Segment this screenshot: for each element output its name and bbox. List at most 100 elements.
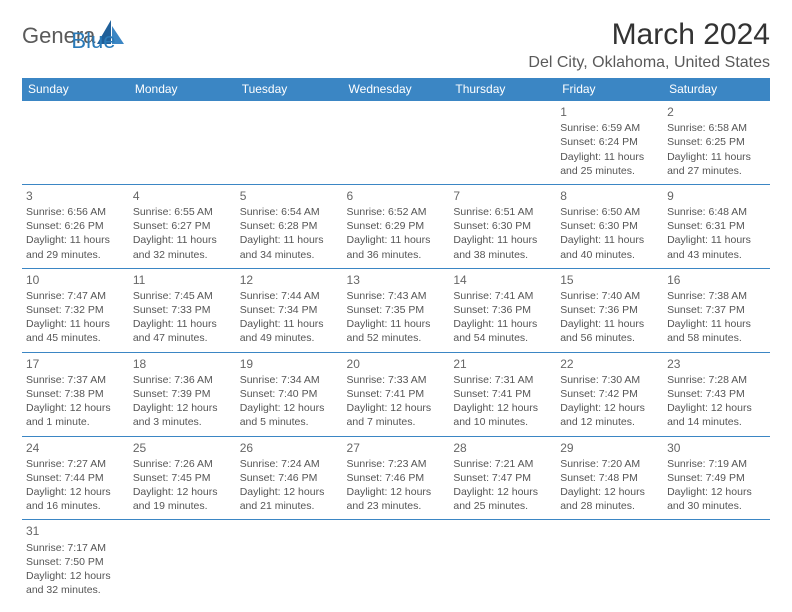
day-number: 16 xyxy=(667,272,766,288)
day-info-line: Sunrise: 6:50 AM xyxy=(560,205,659,219)
day-info-line: Daylight: 11 hours xyxy=(26,233,125,247)
day-info-line: Sunset: 6:26 PM xyxy=(26,219,125,233)
calendar-day: 1Sunrise: 6:59 AMSunset: 6:24 PMDaylight… xyxy=(556,101,663,185)
day-info-line: Sunrise: 7:44 AM xyxy=(240,289,339,303)
calendar-day-empty xyxy=(343,101,450,185)
day-info-line: Daylight: 12 hours xyxy=(667,485,766,499)
day-info-line: and 32 minutes. xyxy=(133,248,232,262)
header: Genera Blue March 2024 Del City, Oklahom… xyxy=(22,18,770,72)
day-number: 4 xyxy=(133,188,232,204)
day-number: 20 xyxy=(347,356,446,372)
day-number: 22 xyxy=(560,356,659,372)
calendar-day: 25Sunrise: 7:26 AMSunset: 7:45 PMDayligh… xyxy=(129,436,236,520)
day-info-line: and 38 minutes. xyxy=(453,248,552,262)
logo-text-blue: Blue xyxy=(71,28,115,54)
day-info-line: Daylight: 11 hours xyxy=(453,317,552,331)
day-info-line: Daylight: 11 hours xyxy=(667,150,766,164)
day-info-line: and 43 minutes. xyxy=(667,248,766,262)
calendar-week: 10Sunrise: 7:47 AMSunset: 7:32 PMDayligh… xyxy=(22,268,770,352)
day-number: 14 xyxy=(453,272,552,288)
calendar-day: 20Sunrise: 7:33 AMSunset: 7:41 PMDayligh… xyxy=(343,352,450,436)
day-info-line: Daylight: 11 hours xyxy=(240,317,339,331)
calendar-week: 24Sunrise: 7:27 AMSunset: 7:44 PM Dayligh… xyxy=(22,436,770,520)
day-info-line: Daylight: 11 hours xyxy=(667,317,766,331)
day-info-line: Sunset: 7:40 PM xyxy=(240,387,339,401)
day-info-line: Sunset: 6:24 PM xyxy=(560,135,659,149)
day-info-line: Daylight: 11 hours xyxy=(347,317,446,331)
day-info-line: and 49 minutes. xyxy=(240,331,339,345)
calendar-day-empty xyxy=(129,520,236,603)
day-info-line: Daylight: 11 hours xyxy=(240,233,339,247)
day-info-line: and 34 minutes. xyxy=(240,248,339,262)
day-info-line: Daylight: 11 hours xyxy=(560,150,659,164)
day-number: 3 xyxy=(26,188,125,204)
calendar-day-empty xyxy=(236,101,343,185)
day-info-line: and 7 minutes. xyxy=(347,415,446,429)
day-info-line: Daylight: 11 hours xyxy=(560,233,659,247)
day-info-line: Sunset: 7:47 PM xyxy=(453,471,552,485)
day-info-line: Sunrise: 7:41 AM xyxy=(453,289,552,303)
day-info-line: Sunset: 6:31 PM xyxy=(667,219,766,233)
day-number: 31 xyxy=(26,523,125,539)
day-info-line: Daylight: 12 hours xyxy=(453,401,552,415)
day-number: 24 xyxy=(26,440,125,456)
day-number: 29 xyxy=(560,440,659,456)
day-number: 8 xyxy=(560,188,659,204)
day-number: 26 xyxy=(240,440,339,456)
calendar-day: 2Sunrise: 6:58 AMSunset: 6:25 PMDaylight… xyxy=(663,101,770,185)
day-header: Thursday xyxy=(449,78,556,101)
day-info-line: Daylight: 12 hours xyxy=(453,485,552,499)
calendar-table: Sunday Monday Tuesday Wednesday Thursday… xyxy=(22,78,770,603)
day-info-line: Sunset: 7:44 PM xyxy=(26,471,125,485)
day-info-line: Sunrise: 6:48 AM xyxy=(667,205,766,219)
day-info-line: Sunrise: 7:34 AM xyxy=(240,373,339,387)
calendar-day-empty xyxy=(343,520,450,603)
calendar-day: 14Sunrise: 7:41 AMSunset: 7:36 PMDayligh… xyxy=(449,268,556,352)
day-info-line: Sunset: 7:42 PM xyxy=(560,387,659,401)
day-info-line: and 21 minutes. xyxy=(240,499,339,513)
day-info-line: Sunset: 6:30 PM xyxy=(560,219,659,233)
day-info-line: Sunset: 7:32 PM xyxy=(26,303,125,317)
calendar-day: 7Sunrise: 6:51 AMSunset: 6:30 PMDaylight… xyxy=(449,184,556,268)
day-info-line: Sunset: 7:33 PM xyxy=(133,303,232,317)
day-info-line: and 27 minutes. xyxy=(667,164,766,178)
calendar-day: 16Sunrise: 7:38 AMSunset: 7:37 PMDayligh… xyxy=(663,268,770,352)
day-info-line: Sunrise: 6:59 AM xyxy=(560,121,659,135)
day-info-line: and 3 minutes. xyxy=(133,415,232,429)
day-info-line: Sunrise: 7:47 AM xyxy=(26,289,125,303)
day-info-line: and 25 minutes. xyxy=(560,164,659,178)
day-info-line: Sunrise: 6:56 AM xyxy=(26,205,125,219)
day-header-row: Sunday Monday Tuesday Wednesday Thursday… xyxy=(22,78,770,101)
day-number: 25 xyxy=(133,440,232,456)
day-number: 19 xyxy=(240,356,339,372)
month-title: March 2024 xyxy=(528,18,770,52)
day-info-line: Sunset: 7:45 PM xyxy=(133,471,232,485)
calendar-day: 21Sunrise: 7:31 AMSunset: 7:41 PMDayligh… xyxy=(449,352,556,436)
day-info-line: Sunrise: 7:30 AM xyxy=(560,373,659,387)
day-info-line: and 40 minutes. xyxy=(560,248,659,262)
day-info-line: Sunset: 7:38 PM xyxy=(26,387,125,401)
day-info-line: Sunrise: 7:27 AM xyxy=(26,457,125,471)
day-info-line: Sunset: 7:35 PM xyxy=(347,303,446,317)
day-info-line: Sunset: 7:41 PM xyxy=(453,387,552,401)
day-info-line: and 54 minutes. xyxy=(453,331,552,345)
calendar-day: 19Sunrise: 7:34 AMSunset: 7:40 PMDayligh… xyxy=(236,352,343,436)
day-info-line: and 32 minutes. xyxy=(26,583,125,597)
day-info-line: Daylight: 11 hours xyxy=(133,233,232,247)
day-info-line: Sunset: 6:30 PM xyxy=(453,219,552,233)
calendar-day: 29Sunrise: 7:20 AMSunset: 7:48 PMDayligh… xyxy=(556,436,663,520)
day-number: 11 xyxy=(133,272,232,288)
calendar-day: 6Sunrise: 6:52 AMSunset: 6:29 PMDaylight… xyxy=(343,184,450,268)
day-info-line: Sunset: 7:36 PM xyxy=(453,303,552,317)
day-info-line: Sunset: 6:28 PM xyxy=(240,219,339,233)
calendar-day-empty xyxy=(449,101,556,185)
day-info-line: Sunset: 6:27 PM xyxy=(133,219,232,233)
day-info-line: Daylight: 12 hours xyxy=(347,485,446,499)
calendar-day: 18Sunrise: 7:36 AMSunset: 7:39 PMDayligh… xyxy=(129,352,236,436)
day-info-line: and 29 minutes. xyxy=(26,248,125,262)
calendar-day: 4Sunrise: 6:55 AMSunset: 6:27 PMDaylight… xyxy=(129,184,236,268)
day-number: 28 xyxy=(453,440,552,456)
logo: Genera Blue xyxy=(22,18,115,54)
day-info-line: Sunrise: 6:51 AM xyxy=(453,205,552,219)
day-number: 13 xyxy=(347,272,446,288)
